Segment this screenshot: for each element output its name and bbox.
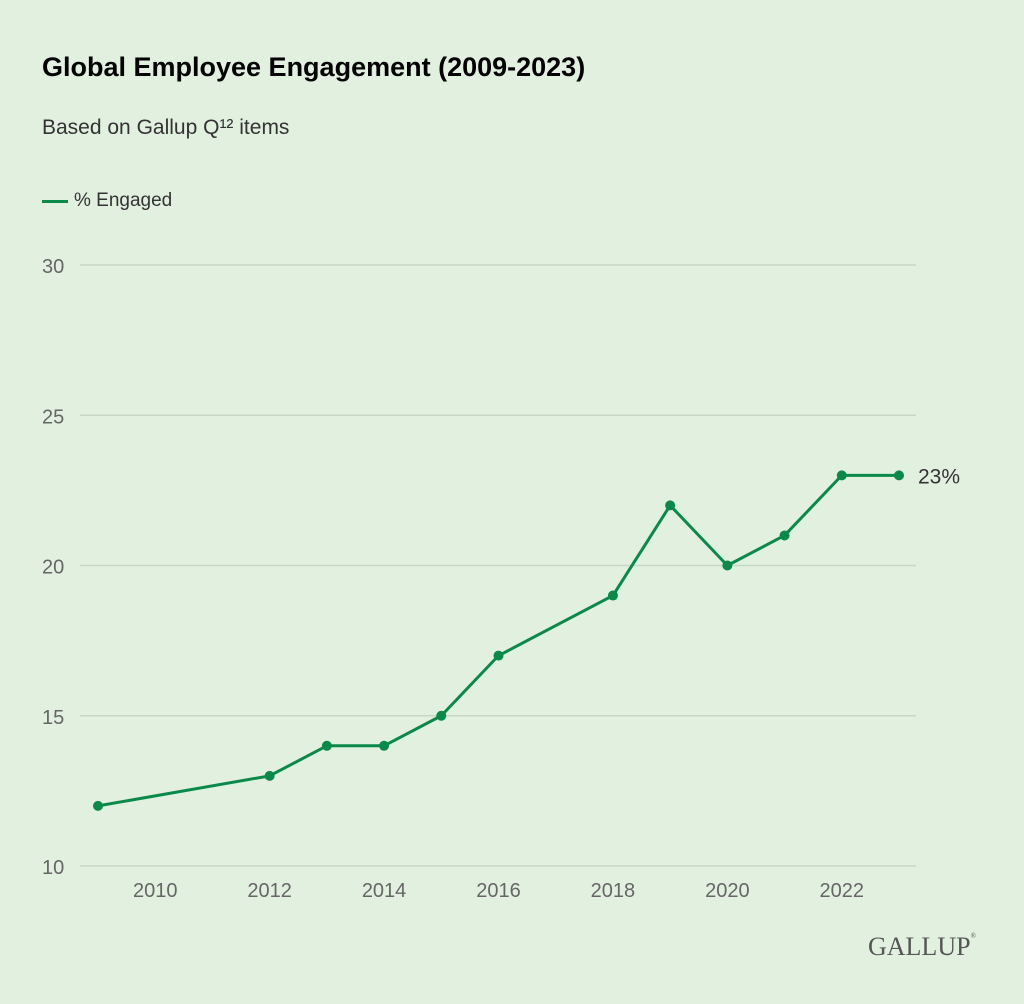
data-point <box>836 470 847 481</box>
x-tick-label: 2016 <box>476 880 521 902</box>
gallup-logo: GALLUP® <box>868 932 976 961</box>
data-point <box>436 710 447 721</box>
series-line <box>97 473 899 808</box>
y-tick-label: 15 <box>42 707 64 729</box>
legend-label: % Engaged <box>74 190 173 211</box>
y-tick-label: 30 <box>42 256 64 278</box>
x-tick-label: 2012 <box>247 880 292 902</box>
data-point <box>607 590 618 601</box>
legend: % Engaged <box>42 190 172 212</box>
data-point <box>264 770 275 781</box>
chart-subtitle: Based on Gallup Q¹² items <box>42 116 290 139</box>
data-point <box>779 530 790 541</box>
y-tick-label: 25 <box>42 406 64 428</box>
x-tick-label: 2020 <box>705 880 750 902</box>
y-tick-label: 10 <box>42 857 64 879</box>
data-point <box>665 500 676 511</box>
x-tick-label: 2018 <box>591 880 636 902</box>
data-point <box>379 740 390 751</box>
data-point <box>321 740 332 751</box>
chart-title: Global Employee Engagement (2009-2023) <box>42 52 586 82</box>
data-point <box>93 800 103 811</box>
legend-swatch <box>42 199 68 203</box>
data-label: 23% <box>918 465 960 488</box>
x-tick-label: 2010 <box>133 880 178 902</box>
x-tick-label: 2022 <box>820 880 865 902</box>
data-point <box>894 470 904 481</box>
data-point <box>493 650 504 661</box>
y-tick-label: 20 <box>42 557 64 579</box>
x-tick-label: 2014 <box>362 880 407 902</box>
data-point <box>722 560 733 571</box>
